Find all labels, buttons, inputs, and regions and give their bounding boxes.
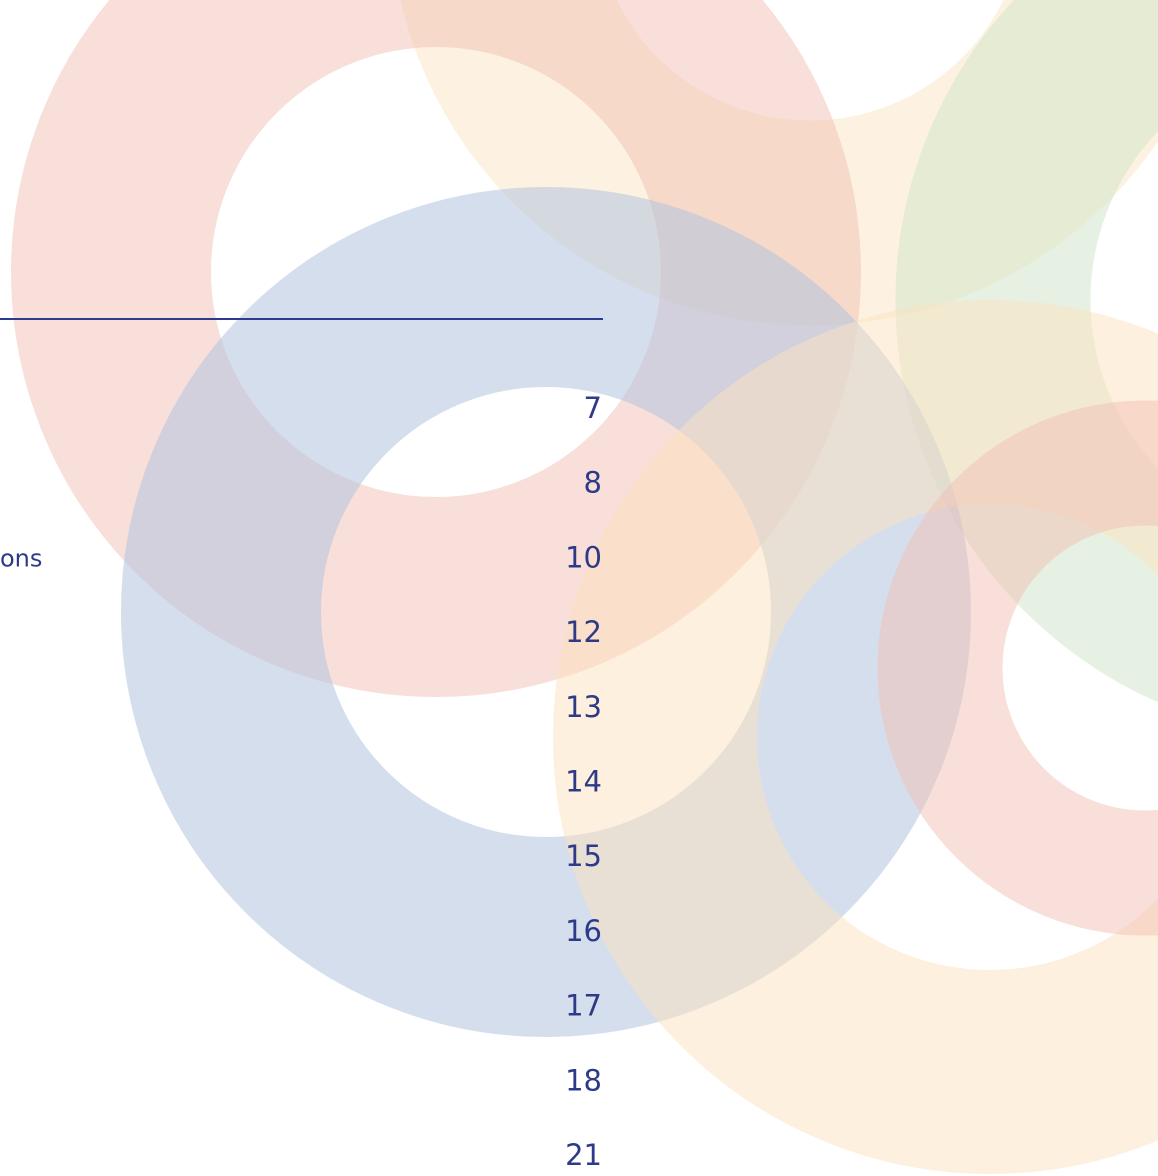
- page-number: 17: [565, 989, 602, 1023]
- page-number: 18: [565, 1063, 602, 1097]
- entry-label: ons: [0, 544, 42, 572]
- page: 78ons101213141516171821 (() => { const d…: [0, 0, 1158, 1176]
- page-number: 21: [565, 1138, 602, 1172]
- page-number: 12: [565, 615, 602, 649]
- toc-page: 7 8 ons 10 12 13 14 15 16 17 18 21: [0, 0, 1158, 1176]
- page-number: 10: [565, 540, 602, 574]
- page-number: 7: [584, 391, 602, 425]
- page-number: 13: [565, 690, 602, 724]
- page-number: 8: [584, 466, 602, 500]
- decorative-rings: [111, 0, 1158, 1072]
- page-number: 15: [565, 839, 602, 873]
- page-number: 14: [565, 765, 602, 799]
- page-number: 16: [565, 914, 602, 948]
